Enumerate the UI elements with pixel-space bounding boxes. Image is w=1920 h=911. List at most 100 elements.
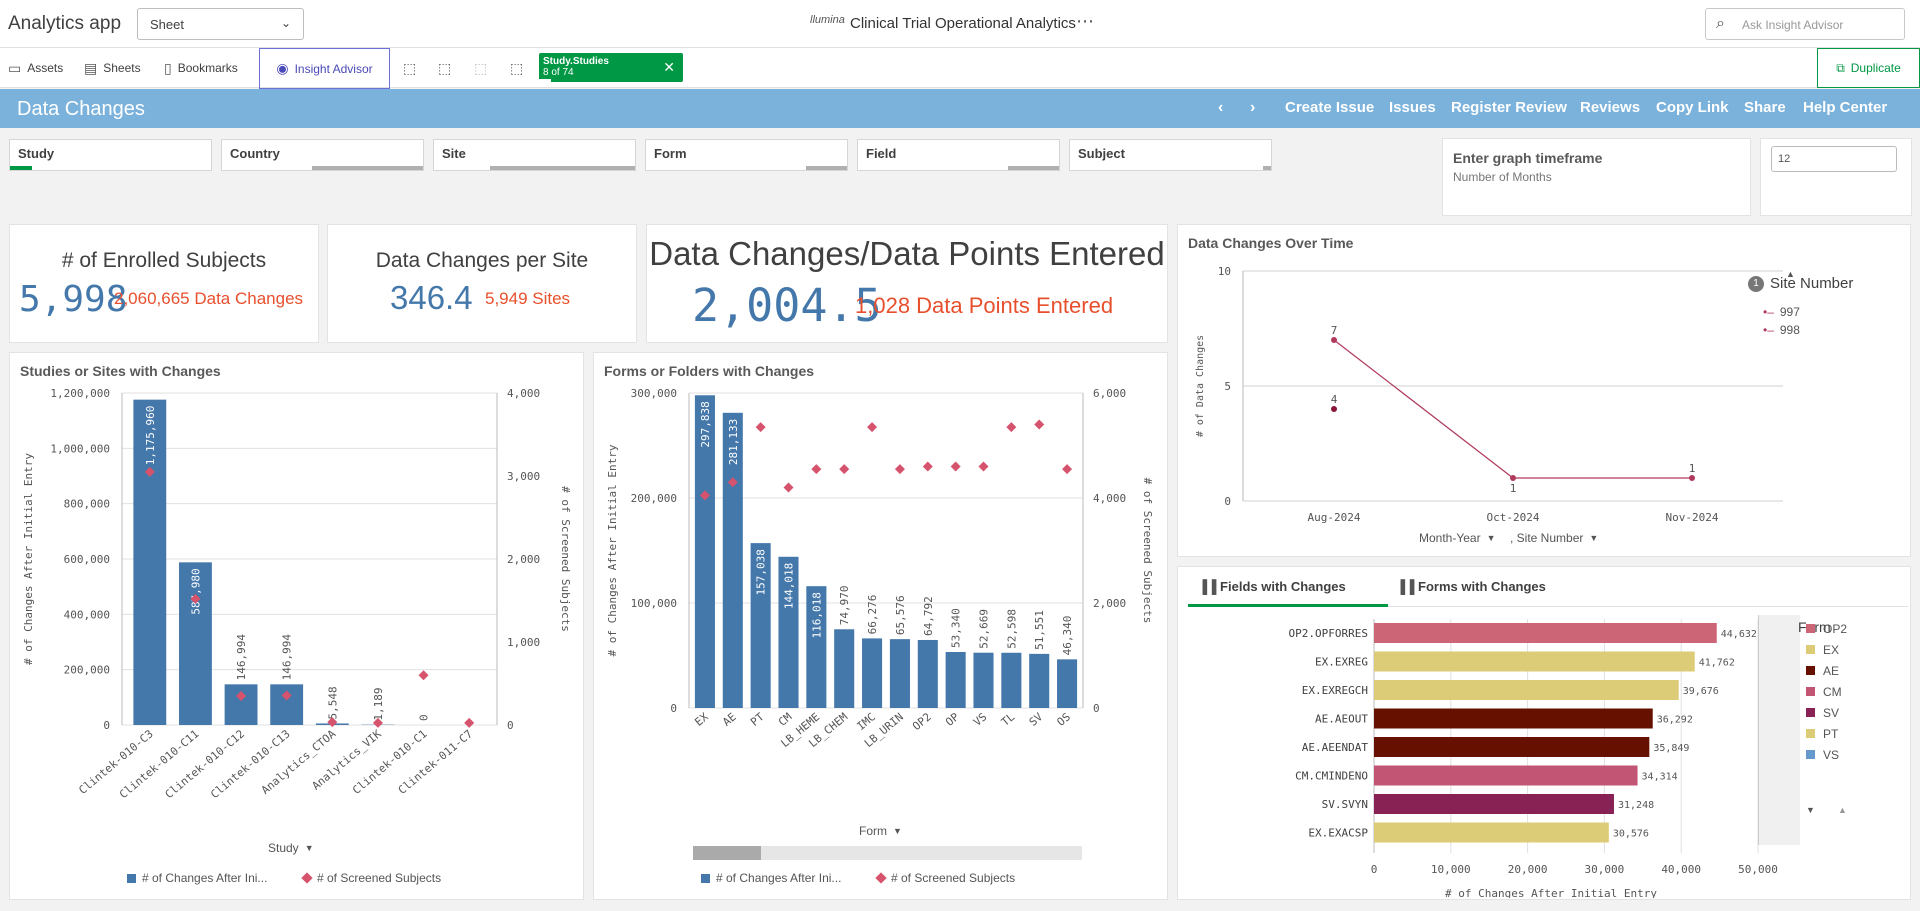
fields-chart[interactable]: 0 10,000 20,000 30,000 40,000 50,000 # of Chan… [1178, 613, 1912, 898]
bar[interactable] [1374, 623, 1717, 643]
step-back-icon[interactable]: ⬚ [438, 59, 452, 76]
marker-diamond[interactable] [727, 477, 738, 488]
minichart-scroller[interactable] [1758, 615, 1800, 845]
bar[interactable] [917, 639, 938, 708]
close-icon[interactable]: ✕ [663, 59, 675, 75]
marker-diamond[interactable] [783, 482, 794, 493]
legend-bars[interactable]: # of Changes After Ini... [701, 871, 841, 885]
bar[interactable] [945, 651, 966, 708]
insight-search-input[interactable]: ⌕ Ask Insight Advisor [1705, 8, 1905, 40]
scrollbar[interactable] [693, 846, 1082, 860]
insight-advisor-button[interactable]: ◉ Insight Advisor [259, 48, 390, 89]
marker-diamond[interactable] [978, 461, 989, 472]
marker-diamond[interactable] [699, 490, 710, 501]
scroll-up-icon[interactable]: ▲ [1838, 805, 1847, 815]
marker-diamond[interactable] [1006, 422, 1017, 433]
filter-field[interactable]: Field [857, 139, 1060, 171]
marker-diamond[interactable] [894, 464, 905, 475]
legend-item[interactable]: AE [1806, 660, 1847, 681]
legend-markers[interactable]: # of Screened Subjects [875, 871, 1015, 885]
filter-country[interactable]: Country [221, 139, 424, 171]
bar[interactable] [834, 629, 855, 708]
marker-diamond[interactable] [1034, 419, 1045, 430]
x-axis-dim[interactable]: Study ▼ [268, 841, 314, 855]
more-options-icon[interactable]: ⋯ [1076, 11, 1094, 31]
assets-button[interactable]: ▭ Assets [8, 48, 63, 88]
bar[interactable] [224, 684, 258, 725]
bar[interactable] [133, 399, 167, 725]
bar[interactable] [1374, 737, 1650, 757]
tab-fields-with-changes[interactable]: ▐▐ Fields with Changes [1198, 579, 1346, 594]
x-axis-dim[interactable]: Form ▼ [859, 824, 902, 838]
marker-diamond[interactable] [839, 464, 850, 475]
bookmarks-button[interactable]: ▯ Bookmarks [164, 48, 238, 88]
filter-site[interactable]: Site [433, 139, 636, 171]
create-issue-link[interactable]: Create Issue [1285, 99, 1375, 116]
scroll-down-icon[interactable]: ▼ [1806, 805, 1815, 815]
bar[interactable] [1374, 651, 1695, 672]
legend-item[interactable]: EX [1806, 639, 1847, 660]
marker-diamond[interactable] [236, 690, 247, 701]
bar[interactable] [1374, 794, 1614, 814]
bar[interactable] [1374, 765, 1638, 786]
studies-chart[interactable]: 0 200,000 400,000 600,000 800,000 1,000,000 1,… [10, 381, 585, 851]
bar[interactable] [806, 586, 827, 708]
filter-study[interactable]: Study [9, 139, 212, 171]
time-chart[interactable]: 0 5 10 # of Data Changes Aug-2024 Oct-2024 Nov… [1178, 253, 1912, 553]
marker-diamond[interactable] [144, 466, 155, 477]
legend-markers[interactable]: # of Screened Subjects [301, 871, 441, 885]
duplicate-button[interactable]: ⧉ Duplicate [1817, 48, 1920, 88]
filter-form[interactable]: Form [645, 139, 848, 171]
bar[interactable] [750, 543, 771, 708]
months-input[interactable]: 12 [1771, 146, 1897, 172]
search-selections-icon[interactable]: ⬚ [403, 59, 417, 76]
marker-diamond[interactable] [190, 593, 201, 604]
marker-diamond[interactable] [1062, 464, 1073, 475]
bar[interactable] [973, 652, 994, 708]
marker-diamond[interactable] [464, 717, 475, 728]
bar[interactable] [778, 556, 799, 708]
tab-forms-with-changes[interactable]: ▐▐ Forms with Changes [1396, 579, 1546, 594]
marker-diamond[interactable] [372, 717, 383, 728]
bar[interactable] [1374, 680, 1679, 700]
register-review-link[interactable]: Register Review [1451, 99, 1567, 116]
marker-diamond[interactable] [950, 461, 961, 472]
chevron-right-icon[interactable]: › [1250, 99, 1256, 116]
marker-diamond[interactable] [922, 461, 933, 472]
reviews-link[interactable]: Reviews [1580, 99, 1641, 116]
issues-link[interactable]: Issues [1389, 99, 1436, 116]
data-point[interactable] [1331, 337, 1337, 343]
scrollbar-thumb[interactable] [693, 846, 761, 860]
data-point[interactable] [1689, 475, 1695, 481]
bar[interactable] [1057, 659, 1078, 708]
bar[interactable] [1374, 822, 1609, 843]
bar[interactable] [1374, 708, 1653, 729]
dim-month-year[interactable]: Month-Year ▼ [1419, 531, 1496, 545]
legend-item[interactable]: CM [1806, 681, 1847, 702]
marker-diamond[interactable] [418, 670, 429, 681]
bar[interactable] [722, 412, 743, 708]
bar[interactable] [1001, 652, 1022, 708]
legend-item[interactable]: SV [1806, 702, 1847, 723]
filter-subject[interactable]: Subject [1069, 139, 1272, 171]
series-line-997[interactable] [1333, 339, 1692, 479]
data-point[interactable] [1331, 406, 1337, 412]
dim-site-number[interactable]: , Site Number ▼ [1510, 531, 1598, 545]
share-link[interactable]: Share [1744, 99, 1786, 116]
forms-chart[interactable]: 0 100,000 200,000 300,000 0 2,000 4,000 6,000 # … [594, 381, 1169, 851]
bar[interactable] [694, 395, 715, 708]
copy-link-link[interactable]: Copy Link [1656, 99, 1729, 116]
marker-diamond[interactable] [327, 717, 338, 728]
sheet-select[interactable]: Sheet ⌄ [137, 8, 304, 40]
clear-selections-icon[interactable]: ⬚ [510, 59, 524, 76]
legend-item[interactable]: VS [1806, 744, 1847, 765]
scroll-up-icon[interactable]: ▲ [1786, 269, 1795, 279]
marker-diamond[interactable] [811, 464, 822, 475]
legend-item[interactable]: OP2 [1806, 618, 1847, 639]
marker-diamond[interactable] [281, 690, 292, 701]
legend-item-998[interactable]: •– 998 [1763, 323, 1800, 337]
sheets-button[interactable]: ▤ Sheets [84, 48, 141, 88]
marker-diamond[interactable] [867, 422, 878, 433]
selection-chip[interactable]: Study.Studies 8 of 74 ✕ [539, 53, 683, 82]
chevron-left-icon[interactable]: ‹ [1218, 99, 1224, 116]
